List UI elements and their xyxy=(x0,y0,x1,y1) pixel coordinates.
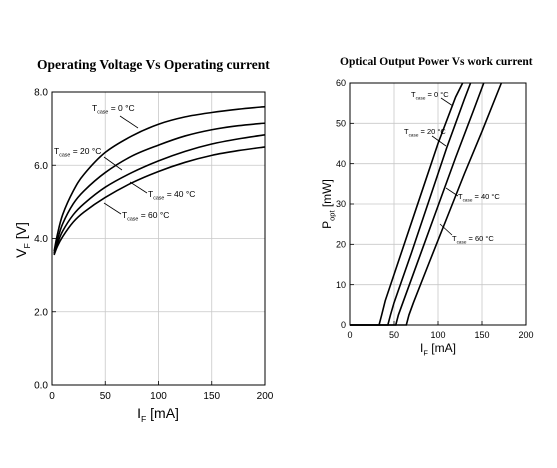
chart-title-optical-power: Optical Output Power Vs work current xyxy=(340,56,533,68)
series-line xyxy=(350,82,503,326)
optical-power-chart: 0 50 100 150 200 0 10 20 30 40 50 60 Tcase = 0 °C Tca… xyxy=(320,78,534,357)
plot-frame xyxy=(349,82,527,326)
y-tick-label: 50 xyxy=(336,118,346,128)
series-label: Tcase = 40 °C xyxy=(148,189,195,202)
chart-title-voltage: Operating Voltage Vs Operating current xyxy=(37,57,270,72)
series-line xyxy=(350,82,485,326)
y-tick-label: 40 xyxy=(336,159,346,169)
series-line xyxy=(53,105,266,252)
series-leader-line xyxy=(119,115,139,129)
x-tick-label: 200 xyxy=(257,391,274,402)
series-label: Tcase = 20 °C xyxy=(54,146,101,159)
y-axis-label-group: VF [V] xyxy=(13,222,32,258)
series-line xyxy=(53,134,266,255)
series-label: Tcase = 0 °C xyxy=(411,90,449,100)
y-tick-label: 0.0 xyxy=(34,381,48,392)
x-tick-label: 150 xyxy=(203,391,220,402)
y-tick-label: 2.0 xyxy=(34,307,48,318)
series-leader-line xyxy=(103,202,122,215)
series-leader-line xyxy=(129,181,148,194)
y-tick-label: 60 xyxy=(336,78,346,88)
y-tick-label: 30 xyxy=(336,199,346,209)
series-leader-line xyxy=(103,156,123,171)
series-label: Tcase = 40 °C xyxy=(458,192,500,202)
y-tick-label: 0 xyxy=(341,320,346,330)
series-leader-line xyxy=(439,223,453,236)
x-axis-label: IF [mA] xyxy=(137,405,179,424)
y-axis-label: VF [V] xyxy=(13,222,32,258)
series-line xyxy=(53,122,266,254)
x-tick-label: 100 xyxy=(150,391,167,402)
y-tick-label: 6.0 xyxy=(34,161,48,172)
series-line xyxy=(53,146,266,256)
x-tick-label: 50 xyxy=(389,330,399,340)
series-line xyxy=(350,82,464,326)
series-label: Tcase = 60 °C xyxy=(452,234,494,244)
x-tick-label: 0 xyxy=(49,391,55,402)
x-tick-label: 150 xyxy=(474,330,489,340)
plot-frame xyxy=(51,91,266,386)
y-tick-label: 8.0 xyxy=(34,88,48,99)
y-axis-label: Popt [mW] xyxy=(320,179,337,229)
series-label: Tcase = 60 °C xyxy=(122,210,169,223)
voltage-chart: 0 50 100 150 200 0.0 2.0 4.0 6.0 8.0 Tcase = 0 °C T… xyxy=(13,88,274,425)
x-tick-label: 50 xyxy=(100,391,112,402)
y-tick-label: 20 xyxy=(336,239,346,249)
series-label: Tcase = 0 °C xyxy=(92,103,135,116)
y-axis-label-group: Popt [mW] xyxy=(320,179,337,229)
x-tick-label: 200 xyxy=(518,330,533,340)
series-leader-line xyxy=(431,135,447,147)
x-tick-label: 0 xyxy=(347,330,352,340)
series-label: Tcase = 20 °C xyxy=(404,127,446,137)
x-tick-label: 100 xyxy=(430,330,445,340)
y-tick-label: 10 xyxy=(336,280,346,290)
series-line xyxy=(350,82,472,326)
x-axis-label: IF [mA] xyxy=(420,341,456,358)
y-tick-label: 4.0 xyxy=(34,234,48,245)
series-leader-line xyxy=(440,97,454,107)
